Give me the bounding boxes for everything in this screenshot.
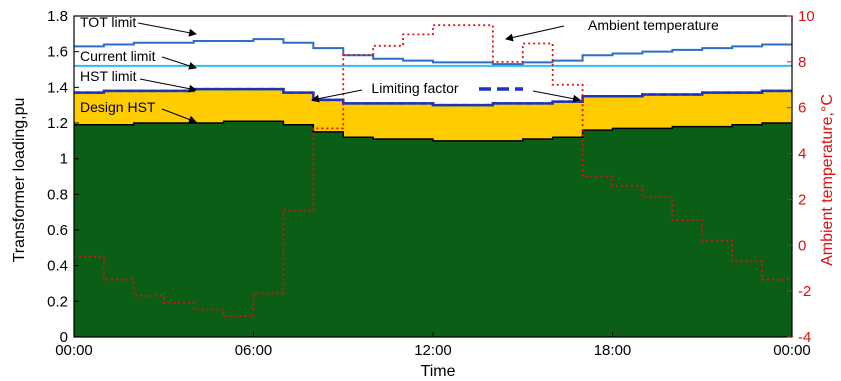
y-tick-label: 0.4 bbox=[47, 258, 68, 275]
x-tick-label: 06:00 bbox=[235, 342, 273, 359]
y2-tick-label: -2 bbox=[798, 283, 811, 300]
x-tick-label: 00:00 bbox=[55, 342, 93, 359]
annotation-arrow bbox=[311, 89, 363, 103]
annotation-arrow bbox=[532, 90, 581, 103]
y-tick-label: 0.6 bbox=[47, 222, 68, 239]
tot-limit-line bbox=[74, 38, 792, 66]
y-tick-label: 1.6 bbox=[47, 44, 68, 61]
x-tick-label: 12:00 bbox=[414, 342, 452, 359]
y-tick-label: 0 bbox=[60, 329, 68, 346]
y2-tick-label: 2 bbox=[798, 191, 806, 208]
y-tick-label: 0.2 bbox=[47, 293, 68, 310]
annotation-label: TOT limit bbox=[80, 14, 136, 30]
design-hst-area bbox=[74, 121, 792, 337]
y-tick-label: 1.4 bbox=[47, 79, 68, 96]
y2-axis-title: Ambient temperature,°C bbox=[819, 94, 836, 266]
annotation-arrow bbox=[505, 25, 565, 42]
annotation-arrow bbox=[139, 78, 197, 93]
x-axis-title: Time bbox=[421, 363, 456, 380]
annotation-arrow bbox=[137, 22, 197, 37]
y2-tick-label: 6 bbox=[798, 100, 806, 117]
annotation-arrow bbox=[161, 108, 197, 124]
y-tick-label: 1.8 bbox=[47, 8, 68, 25]
y-tick-label: 0.8 bbox=[47, 186, 68, 203]
ambient-temperature-line bbox=[74, 24, 792, 318]
y2-tick-label: 4 bbox=[798, 146, 806, 163]
y2-tick-label: 10 bbox=[798, 8, 815, 25]
y-tick-label: 1 bbox=[60, 151, 68, 168]
y2-tick-label: -4 bbox=[798, 329, 811, 346]
annotation-label: Design HST bbox=[80, 99, 156, 115]
annotation-label: Current limit bbox=[80, 48, 156, 64]
annotation-label: Ambient temperature bbox=[588, 17, 719, 33]
annotation-arrow bbox=[161, 56, 197, 70]
x-tick-label: 18:00 bbox=[594, 342, 632, 359]
y-tick-label: 1.2 bbox=[47, 115, 68, 132]
annotation-label: HST limit bbox=[80, 68, 137, 84]
x-tick-label: 00:00 bbox=[773, 342, 811, 359]
annotation-label: Limiting factor bbox=[371, 80, 458, 96]
y-axis-title: Transformer loading,pu bbox=[11, 98, 28, 263]
y2-tick-label: 8 bbox=[798, 54, 806, 71]
y2-tick-label: 0 bbox=[798, 237, 806, 254]
design-hst-line bbox=[74, 120, 792, 142]
